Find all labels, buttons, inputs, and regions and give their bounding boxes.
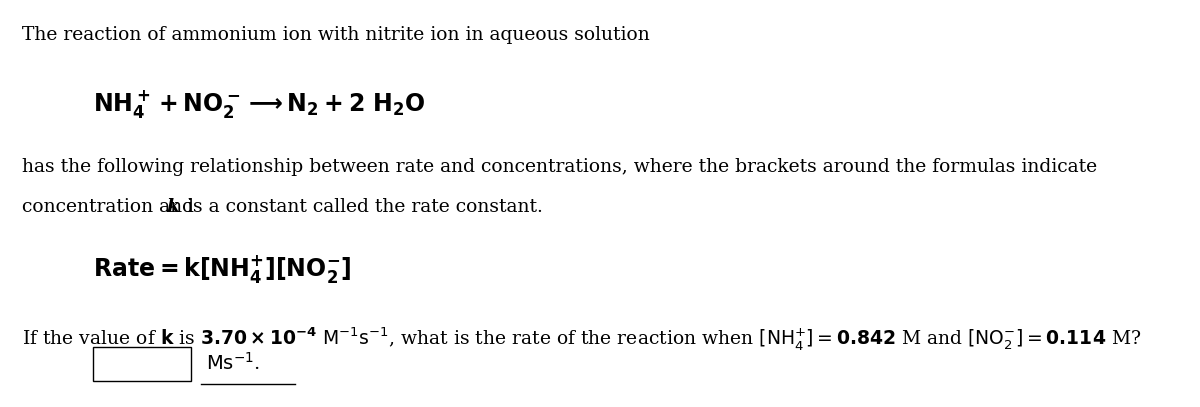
- Text: If the value of $\mathbf{k}$ is $\mathbf{3.70 \times 10^{-4}}$ $\mathrm{M^{-1}s^: If the value of $\mathbf{k}$ is $\mathbf…: [22, 325, 1141, 352]
- Text: concentration and: concentration and: [22, 197, 200, 216]
- Text: $\mathbf{Rate = k[NH_4^{+}][NO_2^{-}]}$: $\mathbf{Rate = k[NH_4^{+}][NO_2^{-}]}$: [92, 253, 352, 285]
- Text: $\mathrm{Ms^{-1}}$.: $\mathrm{Ms^{-1}}$.: [206, 352, 260, 374]
- Text: $\mathbf{NH_4^+ + NO_2^- \longrightarrow N_2 + 2\ H_2O}$: $\mathbf{NH_4^+ + NO_2^- \longrightarrow…: [92, 88, 425, 120]
- Text: The reaction of ammonium ion with nitrite ion in aqueous solution: The reaction of ammonium ion with nitrit…: [22, 26, 649, 44]
- Text: k: k: [167, 197, 180, 216]
- FancyBboxPatch shape: [92, 347, 192, 381]
- Text: has the following relationship between rate and concentrations, where the bracke: has the following relationship between r…: [22, 158, 1097, 176]
- Text: is a constant called the rate constant.: is a constant called the rate constant.: [180, 197, 542, 216]
